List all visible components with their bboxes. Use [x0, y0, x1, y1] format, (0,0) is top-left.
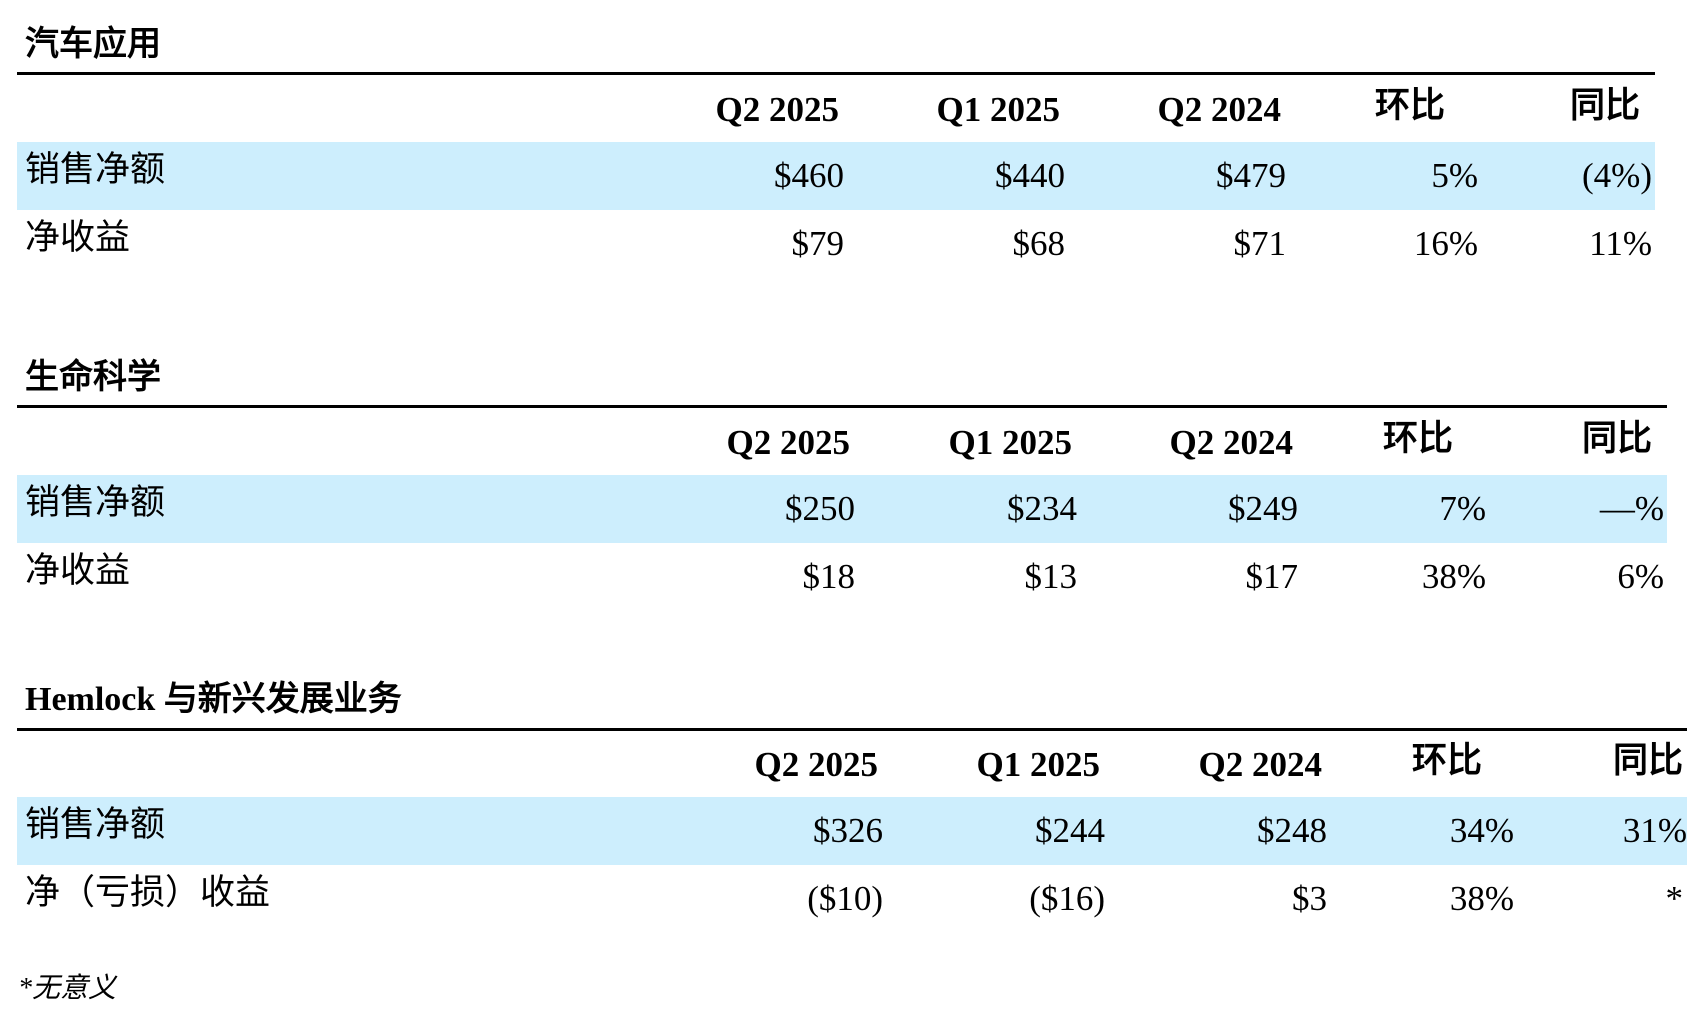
header-yoy: 同比	[1569, 86, 1640, 125]
cell-q1-2025: $68	[1012, 224, 1066, 263]
cell-q2-2024: $248	[1257, 811, 1327, 850]
cell-q1-2025: $440	[995, 156, 1065, 195]
cell-yoy: 6%	[1617, 557, 1664, 596]
section-rule	[17, 728, 1687, 731]
cell-q2-2025: $18	[802, 557, 856, 596]
table-row-net-loss-income: 净（亏损）收益 ($10) ($16) $3 38% *	[17, 865, 1687, 933]
cell-yoy: (4%)	[1582, 156, 1652, 195]
row-label: 销售净额	[25, 150, 166, 189]
cell-q2-2024: $71	[1233, 224, 1287, 263]
cell-qoq: 38%	[1421, 557, 1486, 596]
section-rule	[17, 72, 1655, 75]
cell-qoq: 38%	[1449, 879, 1514, 918]
header-row: Q2 2025 Q1 2025 Q2 2024 环比 同比	[17, 735, 1687, 795]
header-q2-2024: Q2 2024	[1157, 90, 1281, 129]
header-q1-2025: Q1 2025	[936, 90, 1060, 129]
cell-q1-2025: $13	[1024, 557, 1078, 596]
section-rule	[17, 405, 1667, 408]
row-label: 净收益	[25, 218, 131, 257]
header-yoy: 同比	[1612, 741, 1683, 780]
header-q2-2024: Q2 2024	[1169, 423, 1293, 462]
header-q2-2025: Q2 2025	[726, 423, 850, 462]
footnote: *无意义	[18, 973, 117, 1004]
header-row: Q2 2025 Q1 2025 Q2 2024 环比 同比	[17, 80, 1655, 140]
cell-qoq: 16%	[1413, 224, 1478, 263]
cell-q2-2024: $3	[1292, 879, 1327, 918]
header-q2-2025: Q2 2025	[754, 745, 878, 784]
header-qoq: 环比	[1411, 741, 1482, 780]
cell-qoq: 7%	[1439, 489, 1486, 528]
cell-yoy: —%	[1599, 489, 1664, 528]
row-label: 销售净额	[25, 483, 166, 522]
header-row: Q2 2025 Q1 2025 Q2 2024 环比 同比	[17, 413, 1667, 473]
section-title: 汽车应用	[25, 26, 161, 63]
header-q2-2025: Q2 2025	[715, 90, 839, 129]
cell-q2-2025: $326	[813, 811, 883, 850]
header-yoy: 同比	[1581, 419, 1652, 458]
cell-q2-2025: ($10)	[807, 879, 883, 918]
table-row-net-income: 净收益 $79 $68 $71 16% 11%	[17, 210, 1655, 278]
header-q1-2025: Q1 2025	[948, 423, 1072, 462]
cell-q2-2024: $249	[1228, 489, 1298, 528]
cell-yoy: 31%	[1622, 811, 1687, 850]
cell-q1-2025: $234	[1007, 489, 1077, 528]
cell-qoq: 34%	[1449, 811, 1514, 850]
cell-yoy: 11%	[1589, 224, 1652, 263]
header-q2-2024: Q2 2024	[1198, 745, 1322, 784]
cell-q2-2024: $479	[1216, 156, 1286, 195]
table-row-net-sales: 销售净额 $326 $244 $248 34% 31%	[17, 797, 1687, 865]
cell-q2-2025: $250	[785, 489, 855, 528]
cell-yoy: *	[1665, 879, 1684, 918]
cell-qoq: 5%	[1431, 156, 1478, 195]
cell-q2-2025: $460	[774, 156, 844, 195]
header-q1-2025: Q1 2025	[976, 745, 1100, 784]
section-title: 生命科学	[25, 359, 161, 396]
section-title: Hemlock 与新兴发展业务	[25, 681, 402, 718]
row-label: 净（亏损）收益	[25, 873, 271, 912]
header-qoq: 环比	[1382, 419, 1453, 458]
table-row-net-sales: 销售净额 $250 $234 $249 7% —%	[17, 475, 1667, 543]
row-label: 净收益	[25, 551, 131, 590]
cell-q1-2025: $244	[1035, 811, 1105, 850]
table-row-net-income: 净收益 $18 $13 $17 38% 6%	[17, 543, 1667, 611]
row-label: 销售净额	[25, 805, 166, 844]
cell-q2-2024: $17	[1245, 557, 1299, 596]
cell-q1-2025: ($16)	[1029, 879, 1105, 918]
cell-q2-2025: $79	[791, 224, 845, 263]
table-row-net-sales: 销售净额 $460 $440 $479 5% (4%)	[17, 142, 1655, 210]
header-qoq: 环比	[1374, 86, 1445, 125]
